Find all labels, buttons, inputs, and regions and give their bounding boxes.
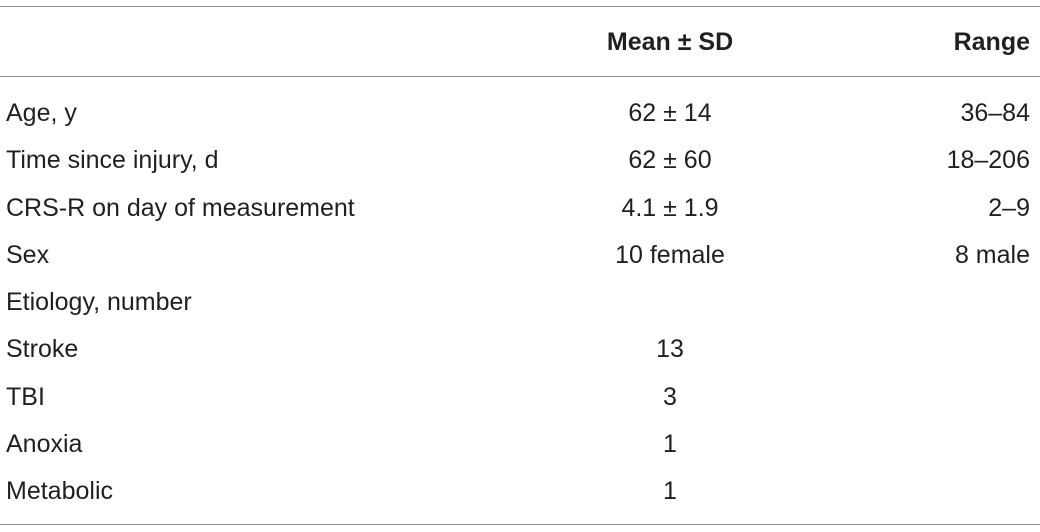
bottom-rule bbox=[0, 524, 1040, 525]
table-cell: 2–9 bbox=[988, 193, 1030, 222]
table-cell: 18–206 bbox=[946, 146, 1030, 175]
table-cell: 10 female bbox=[615, 240, 725, 269]
column-header: Range bbox=[953, 28, 1030, 56]
table-cell: 62 ± 60 bbox=[628, 146, 712, 175]
table-cell: 62 ± 14 bbox=[628, 99, 712, 127]
table-cell: 8 male bbox=[954, 240, 1030, 269]
table-cell: 36–84 bbox=[960, 99, 1030, 127]
table-cell: 1 bbox=[663, 429, 677, 458]
row-label: TBI bbox=[6, 382, 45, 411]
table-cell: 13 bbox=[656, 335, 684, 364]
row-label: CRS-R on day of measurement bbox=[6, 193, 355, 222]
row-label: Metabolic bbox=[6, 477, 113, 505]
header-rule bbox=[0, 76, 1040, 77]
column-header: Mean ± SD bbox=[606, 28, 734, 56]
top-rule bbox=[0, 6, 1040, 7]
row-label: Stroke bbox=[6, 335, 79, 364]
table-cell: 1 bbox=[663, 477, 677, 505]
row-label: Time since injury, d bbox=[6, 146, 219, 175]
table-cell: 4.1 ± 1.9 bbox=[621, 193, 719, 222]
row-label: Anoxia bbox=[6, 429, 83, 458]
table-cell: 3 bbox=[663, 382, 677, 411]
row-label: Sex bbox=[6, 240, 50, 269]
row-label: Age, y bbox=[6, 99, 77, 127]
row-label: Etiology, number bbox=[6, 288, 192, 316]
